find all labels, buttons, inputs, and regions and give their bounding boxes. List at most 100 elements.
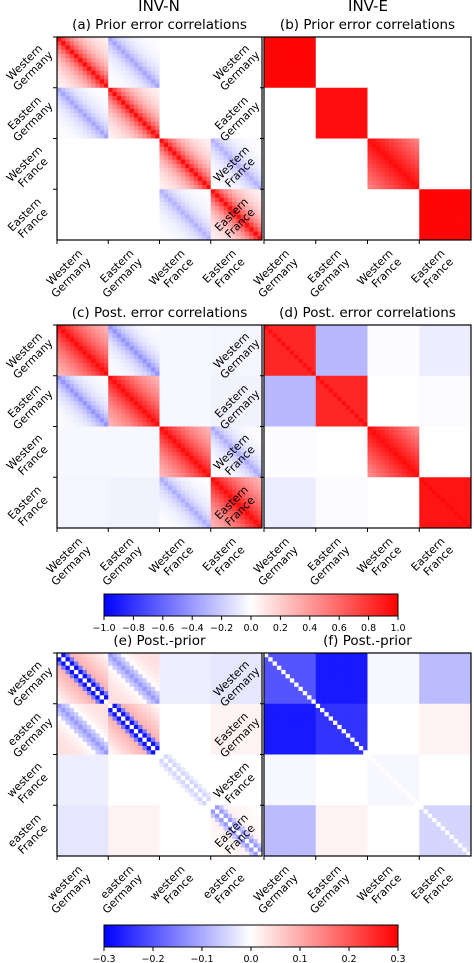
heatmap-cell (69, 350, 75, 355)
heatmap-cell (311, 214, 317, 220)
heatmap-cell (180, 75, 186, 80)
heatmap-cell (272, 172, 278, 177)
heatmap-cell (193, 134, 199, 139)
heatmap-cell (74, 130, 79, 135)
heatmap-cell (302, 83, 308, 89)
heatmap-cell (150, 87, 156, 93)
heatmap-cell (402, 201, 407, 207)
heatmap-cell (232, 117, 237, 122)
heatmap-cell (240, 168, 246, 173)
heatmap-cell (268, 108, 273, 114)
heatmap-cell (91, 185, 96, 190)
heatmap-cell (414, 159, 420, 165)
heatmap-cell (99, 176, 105, 182)
heatmap-cell (414, 79, 420, 84)
heatmap-cell (172, 117, 177, 122)
heatmap-cell (363, 172, 368, 177)
heatmap-cell (276, 231, 282, 237)
heatmap-cell (86, 159, 92, 165)
heatmap-cell (108, 159, 113, 165)
heatmap-cell (159, 125, 165, 131)
heatmap-cell (253, 121, 259, 127)
heatmap-cell (206, 70, 212, 76)
heatmap-cell (427, 108, 433, 114)
heatmap-cell (358, 193, 364, 199)
heatmap-cell (371, 138, 377, 144)
heatmap-cell (78, 354, 83, 360)
heatmap-cell (232, 155, 237, 160)
heatmap-cell (103, 138, 109, 144)
heatmap-cell (61, 96, 66, 101)
heatmap-cell (453, 214, 459, 220)
heatmap-cell (168, 96, 173, 101)
heatmap-cell (397, 189, 403, 194)
heatmap-cell (227, 155, 233, 160)
heatmap-cell (350, 125, 355, 131)
heatmap-cell (74, 62, 79, 67)
heatmap-cell (419, 146, 424, 152)
heatmap-cell (240, 79, 246, 84)
heatmap-cell (419, 214, 424, 220)
heatmap-cell (333, 155, 338, 160)
heatmap-cell (281, 108, 286, 114)
heatmap-cell (168, 75, 173, 80)
heatmap-cell (129, 159, 135, 165)
heatmap-cell (155, 214, 160, 220)
heatmap-cell (223, 193, 229, 199)
heatmap-cell (197, 210, 203, 215)
heatmap-cell (294, 172, 299, 177)
heatmap-cell (302, 108, 308, 114)
heatmap-cell (206, 62, 212, 67)
heatmap-cell (406, 163, 411, 169)
heatmap-cell (462, 176, 468, 182)
heatmap-cell (371, 218, 377, 224)
heatmap-cell (172, 180, 177, 186)
heatmap-cell (358, 113, 364, 118)
heatmap-cell (281, 151, 286, 156)
heatmap-cell (112, 151, 118, 156)
heatmap-cell (380, 189, 386, 194)
heatmap-cell (345, 58, 351, 63)
heatmap-cell (215, 41, 220, 46)
heatmap-cell (466, 235, 472, 241)
heatmap-cell (462, 37, 468, 42)
heatmap-cell (419, 113, 424, 118)
heatmap-cell (253, 210, 259, 215)
heatmap-cell (91, 66, 96, 72)
heatmap-cell (337, 62, 342, 67)
heatmap-cell (159, 333, 165, 339)
heatmap-cell (436, 231, 442, 237)
heatmap-cell (389, 75, 394, 80)
heatmap-cell (289, 223, 295, 228)
heatmap-cell (376, 185, 381, 190)
heatmap-cell (324, 201, 330, 207)
heatmap-cell (264, 70, 269, 76)
heatmap-cell (236, 180, 241, 186)
heatmap-cell (384, 53, 390, 59)
heatmap-cell (69, 41, 75, 46)
heatmap-cell (99, 104, 105, 110)
heatmap-cell (155, 210, 160, 215)
heatmap-cell (146, 130, 152, 135)
heatmap-cell (345, 155, 351, 160)
heatmap-cell (376, 218, 381, 224)
heatmap-cell (302, 96, 308, 101)
heatmap-cell (125, 227, 130, 232)
heatmap-cell (69, 151, 75, 156)
heatmap-cell (328, 37, 334, 42)
heatmap-cell (272, 108, 278, 114)
heatmap-cell (249, 134, 254, 139)
heatmap-cell (155, 155, 160, 160)
heatmap-cell (315, 113, 321, 118)
heatmap-cell (324, 218, 330, 224)
heatmap-cell (202, 333, 207, 339)
heatmap-cell (324, 130, 330, 135)
heatmap-cell (91, 49, 96, 55)
heatmap-cell (86, 172, 92, 177)
heatmap-cell (91, 206, 96, 211)
heatmap-cell (74, 206, 79, 211)
heatmap-cell (69, 53, 75, 59)
heatmap-cell (146, 193, 152, 199)
heatmap-cell (65, 341, 71, 347)
heatmap-cell (215, 125, 220, 131)
